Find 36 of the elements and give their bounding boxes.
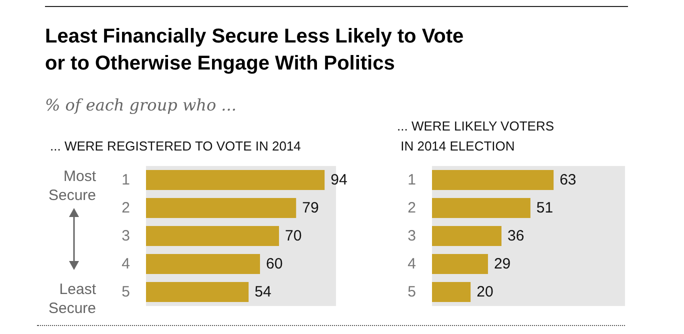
data-label: 60	[266, 256, 283, 272]
y-tick-label: 1	[408, 172, 416, 188]
y-tick-label: 2	[122, 200, 130, 216]
chart-subtitle: % of each group who ...	[45, 96, 236, 114]
data-label: 70	[285, 228, 302, 244]
y-tick-label: 4	[122, 256, 130, 272]
bar	[146, 254, 260, 274]
y-tick-label: 3	[122, 228, 130, 244]
x-axis-title: ... WERE REGISTERED TO VOTE IN 2014	[50, 138, 301, 154]
y-tick-label: 1	[122, 172, 130, 188]
chart-title: Least Financially Secure Less Likely to Vote or to Otherwise Engage With Politics	[45, 26, 470, 74]
text: Most Secure	[48, 168, 97, 204]
data-label: 63	[560, 172, 576, 188]
bar	[432, 282, 471, 302]
bar	[146, 226, 279, 246]
data-label: 54	[254, 284, 272, 300]
x-axis-title: ... WERE LIKELY VOTERS IN 2014 ELECTION	[397, 118, 554, 154]
bar	[432, 198, 530, 218]
bar	[146, 170, 325, 190]
bar	[432, 226, 502, 246]
data-label: 79	[302, 200, 319, 216]
data-label: 94	[330, 172, 348, 188]
data-label: 51	[536, 200, 554, 216]
y-tick-label: 3	[408, 228, 416, 244]
bar	[146, 282, 249, 302]
y-tick-label: 5	[408, 284, 416, 300]
bar	[432, 254, 488, 274]
y-tick-label: 5	[122, 284, 130, 300]
y-tick-label: 4	[408, 256, 416, 272]
bar	[432, 170, 554, 190]
text: Least Secure	[48, 281, 97, 317]
y-tick-label: 2	[408, 200, 416, 216]
data-label: 36	[507, 228, 524, 244]
data-label: 20	[476, 284, 494, 300]
data-label: 29	[494, 256, 511, 272]
bar	[146, 198, 296, 218]
